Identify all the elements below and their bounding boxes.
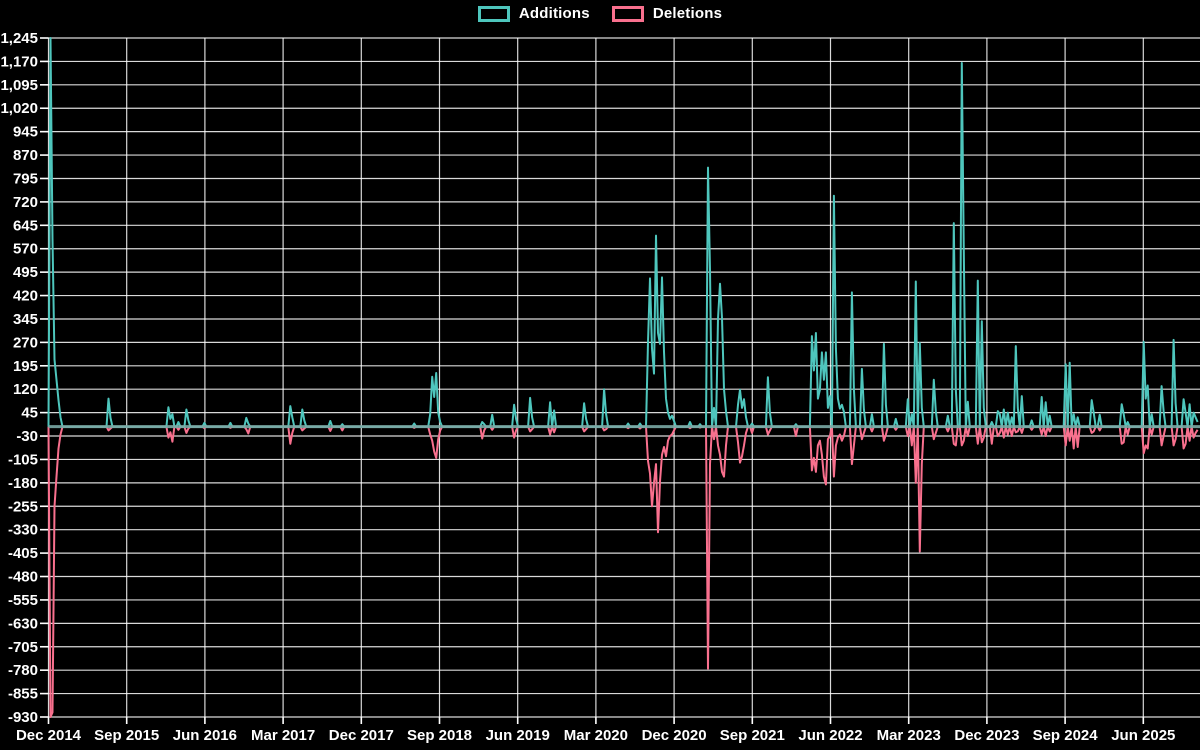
y-tick-label: 645	[13, 217, 38, 234]
y-tick-label: -930	[8, 709, 38, 726]
y-tick-label: -30	[16, 428, 38, 445]
y-tick-label: 270	[13, 334, 38, 351]
deletions-swatch-icon	[611, 5, 644, 22]
y-tick-label: 345	[13, 311, 38, 328]
y-tick-label: 720	[13, 194, 38, 211]
x-tick-label: Jun 2019	[486, 727, 550, 744]
deletions-legend-label: Deletions	[652, 5, 723, 22]
y-tick-label: 495	[13, 264, 38, 281]
y-tick-label: -105	[8, 451, 38, 468]
x-tick-label: Dec 2020	[642, 727, 707, 744]
y-tick-label: -180	[8, 475, 38, 492]
x-tick-label: Sep 2018	[407, 727, 472, 744]
y-tick-label: -780	[8, 662, 38, 679]
chart-legend: Additions Deletions	[0, 5, 1200, 22]
grid-horizontal	[48, 37, 1200, 718]
x-tick-label: Jun 2022	[798, 727, 862, 744]
y-tick-label: 420	[13, 288, 38, 305]
x-tick-label: Sep 2024	[1033, 727, 1099, 744]
additions-line	[47, 37, 1199, 428]
y-tick-label: 945	[13, 124, 38, 141]
x-tick-label: Sep 2021	[720, 727, 785, 744]
y-tick-label: 870	[13, 147, 38, 164]
x-tick-label: Jun 2016	[173, 727, 237, 744]
x-tick-label: Dec 2014	[16, 727, 82, 744]
y-tick-label: 1,245	[0, 30, 38, 47]
legend-item-deletions[interactable]: Deletions	[611, 5, 723, 22]
y-tick-label: -555	[8, 592, 38, 609]
y-tick-label: 1,170	[0, 53, 38, 70]
x-tick-label: Mar 2017	[251, 727, 315, 744]
legend-item-additions[interactable]: Additions	[477, 5, 590, 22]
y-tick-label: 1,020	[0, 100, 38, 117]
y-tick-label: -330	[8, 522, 38, 539]
x-tick-label: Sep 2015	[94, 727, 159, 744]
y-tick-label: 795	[13, 170, 38, 187]
additions-legend-label: Additions	[518, 5, 590, 22]
y-tick-label: -855	[8, 686, 38, 703]
y-tick-label: -630	[8, 615, 38, 632]
y-tick-label: 120	[13, 381, 38, 398]
y-axis-labels: 1,245 1,170 1,095 1,020 945 870 795 720 645 570 49…	[0, 30, 38, 726]
y-tick-label: -255	[8, 498, 38, 515]
deletions-line	[47, 425, 1199, 718]
x-tick-label: Dec 2017	[329, 727, 394, 744]
x-tick-label: Mar 2020	[564, 727, 628, 744]
y-tick-label: 1,095	[0, 77, 38, 94]
y-tick-label: -705	[8, 639, 38, 656]
x-axis-tick-marks	[47, 717, 1145, 724]
y-tick-label: -405	[8, 545, 38, 562]
y-tick-label: 45	[21, 405, 38, 422]
x-axis-labels: Dec 2014 Sep 2015 Jun 2016 Mar 2017 Dec 2017…	[16, 727, 1175, 744]
x-tick-label: Mar 2023	[877, 727, 941, 744]
additions-swatch-icon	[477, 5, 510, 22]
y-tick-label: -480	[8, 569, 38, 586]
y-tick-label: 570	[13, 241, 38, 258]
x-tick-label: Jun 2025	[1111, 727, 1175, 744]
x-tick-label: Dec 2023	[954, 727, 1019, 744]
y-tick-label: 195	[13, 358, 38, 375]
y-axis-tick-marks	[40, 37, 49, 718]
